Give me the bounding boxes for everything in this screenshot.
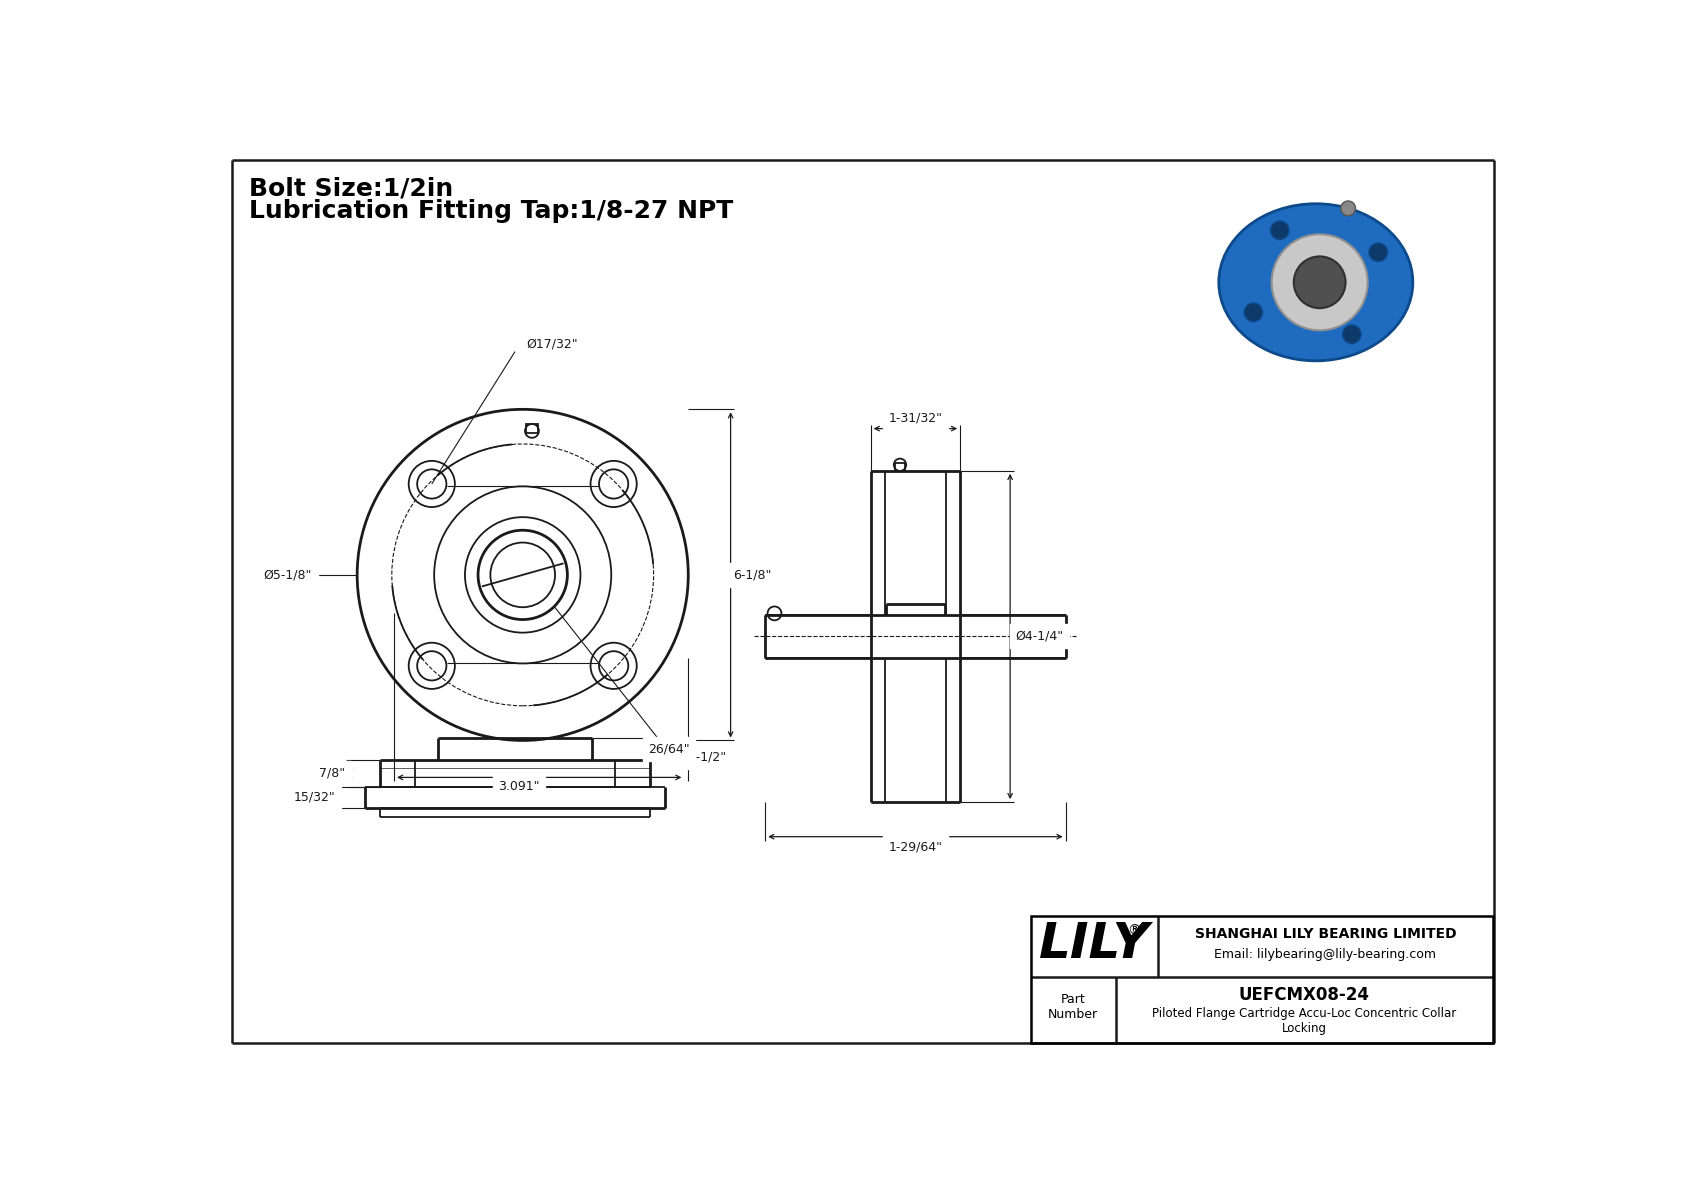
Text: 3.091": 3.091": [498, 780, 539, 793]
Text: Part
Number: Part Number: [1047, 993, 1098, 1022]
Text: UEFCMX08-24: UEFCMX08-24: [1239, 986, 1369, 1004]
Text: Ø1-1/2": Ø1-1/2": [679, 750, 726, 763]
Bar: [894, 463, 906, 470]
Text: 15/32": 15/32": [295, 791, 335, 804]
Text: Lubrication Fitting Tap:1/8-27 NPT: Lubrication Fitting Tap:1/8-27 NPT: [249, 199, 734, 223]
Text: 6-1/8": 6-1/8": [733, 568, 771, 581]
Text: 1-29/64": 1-29/64": [889, 841, 943, 854]
Circle shape: [1271, 235, 1367, 330]
Text: Bolt Size:1/2in: Bolt Size:1/2in: [249, 176, 453, 200]
Circle shape: [1244, 303, 1263, 322]
Circle shape: [1340, 201, 1356, 216]
Text: Piloted Flange Cartridge Accu-Loc Concentric Collar
Locking: Piloted Flange Cartridge Accu-Loc Concen…: [1152, 1008, 1457, 1035]
Text: ®: ®: [1128, 924, 1142, 939]
Circle shape: [1293, 256, 1346, 308]
Text: 1-31/32": 1-31/32": [889, 411, 943, 424]
Bar: [1031, 916, 1494, 1043]
Text: Ø4-1/4": Ø4-1/4": [1015, 630, 1063, 643]
Text: Email: lilybearing@lily-bearing.com: Email: lilybearing@lily-bearing.com: [1214, 948, 1436, 961]
Polygon shape: [1335, 226, 1408, 308]
Text: 26/64": 26/64": [648, 742, 690, 755]
Ellipse shape: [1219, 204, 1413, 361]
Circle shape: [1342, 325, 1361, 343]
Bar: [525, 424, 539, 434]
Text: Ø17/32": Ø17/32": [525, 337, 578, 350]
Text: 7/8": 7/8": [320, 767, 345, 780]
Text: SHANGHAI LILY BEARING LIMITED: SHANGHAI LILY BEARING LIMITED: [1194, 927, 1457, 941]
Text: Ø5-1/8": Ø5-1/8": [264, 568, 312, 581]
Circle shape: [1369, 243, 1388, 262]
Circle shape: [1270, 222, 1288, 239]
Text: LILY: LILY: [1039, 919, 1150, 968]
